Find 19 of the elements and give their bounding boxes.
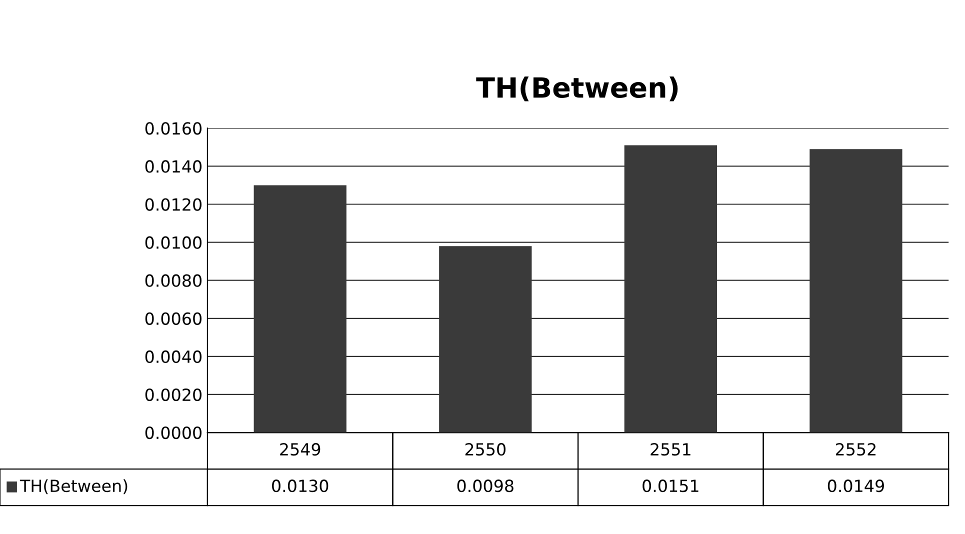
x-tick-label: 2552: [836, 443, 876, 456]
data-label: 0.0130: [272, 480, 328, 492]
y-tick-label: 0.0160: [145, 122, 202, 135]
y-tick-label: 0.0060: [145, 312, 202, 325]
data-label: 0.0151: [642, 480, 698, 492]
y-tick-label: 0.0100: [145, 236, 202, 249]
y-tick-label: 0.0140: [145, 160, 202, 173]
y-tick-label: 0.0080: [145, 274, 202, 287]
y-tick-label: 0.0000: [145, 426, 202, 440]
y-tick-label: 0.0020: [145, 388, 202, 402]
x-tick-label: 2551: [650, 443, 690, 456]
data-label: 0.0098: [457, 480, 514, 492]
y-tick-label: 0.0120: [145, 198, 202, 211]
x-tick-label: 2549: [280, 443, 320, 456]
y-tick-label: 0.0040: [145, 350, 202, 364]
chart-title: TH(Between): [476, 76, 678, 102]
x-tick-label: 2550: [465, 443, 506, 456]
legend-label: TH(Between): [20, 479, 128, 494]
data-label: 0.0149: [828, 480, 884, 492]
